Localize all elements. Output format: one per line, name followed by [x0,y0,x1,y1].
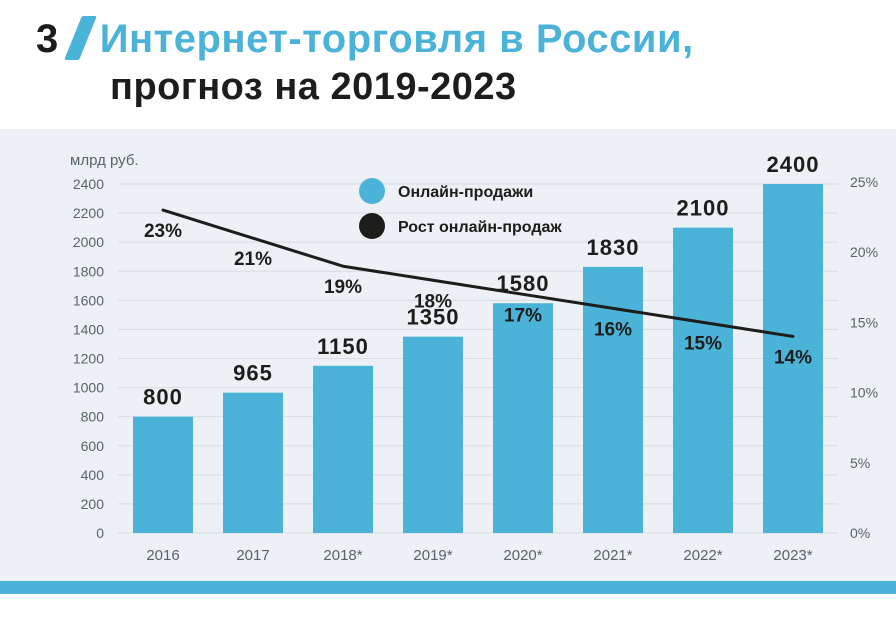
y-tick-label: 2200 [73,205,104,221]
growth-percent-label: 18% [414,291,452,312]
bar-value-label: 2400 [767,152,820,177]
x-tick-label: 2023* [773,547,812,564]
slide-number: 3 [36,17,59,61]
y-tick-label: 1200 [73,351,104,367]
right-tick-label: 15% [850,314,878,330]
y-axis-unit-label: млрд руб. [70,152,139,169]
y-tick-label: 1400 [73,321,104,337]
bar [493,303,553,533]
y-tick-label: 0 [96,525,104,541]
y-tick-label: 600 [81,438,105,454]
x-tick-label: 2022* [683,547,722,564]
x-tick-label: 2017 [236,547,269,564]
right-tick-label: 20% [850,244,878,260]
legend-swatch-online-sales [359,178,385,204]
legend-label-growth: Рост онлайн-продаж [398,219,562,236]
bar [673,227,733,533]
y-tick-label: 1600 [73,292,104,308]
page-title-line2: прогноз на 2019-2023 [110,66,517,108]
growth-line [161,208,795,338]
header: 3 Интернет-торговля в России, прогноз на … [0,0,896,129]
bar-value-label: 1830 [587,235,640,260]
legend-swatch-growth [359,213,385,239]
bar [223,392,283,533]
right-tick-label: 5% [850,455,870,471]
bar [583,266,643,533]
y-tick-label: 200 [81,496,105,512]
page-title-line1: 3 Интернет-торговля в России, [36,16,896,62]
y-tick-label: 2000 [73,234,104,250]
bar [133,416,193,533]
chart-panel: млрд руб. 0 200 400 600 800 1000 1200 1400 1600 18… [0,129,896,581]
right-tick-label: 25% [850,174,878,190]
right-tick-label: 10% [850,385,878,401]
chart: млрд руб. 0 200 400 600 800 1000 1200 1400 1600 18… [70,152,878,564]
y-tick-label: 400 [81,467,105,483]
bar-value-label: 1150 [317,334,369,359]
growth-percent-label: 17% [504,305,542,326]
growth-percent-label: 16% [594,319,632,340]
bar-value-label: 2100 [677,196,730,221]
growth-percent-label: 21% [234,249,272,270]
growth-percent-label: 19% [324,277,362,298]
y-tick-label: 1800 [73,263,104,279]
page-title-blue-text: Интернет-торговля в России, [99,17,694,61]
growth-percent-label: 23% [144,221,182,242]
x-tick-label: 2018* [323,547,362,564]
footer-accent-bar [0,581,896,594]
legend-label-online-sales: Онлайн-продажи [398,184,533,201]
y-tick-label: 1000 [73,380,104,396]
growth-percent-label: 14% [774,347,812,368]
y-tick-label: 2400 [73,176,104,192]
x-tick-label: 2021* [593,547,632,564]
x-tick-label: 2020* [503,547,542,564]
x-tick-label: 2019* [413,547,452,564]
right-tick-label: 0% [850,525,870,541]
bar [313,365,373,533]
slash-icon [63,16,97,60]
bar [403,336,463,533]
bar [763,184,823,533]
bar-value-label: 1350 [407,305,460,330]
y-tick-label: 800 [81,409,105,425]
bar-value-label: 800 [143,385,183,410]
x-tick-label: 2016 [146,547,179,564]
growth-percent-label: 15% [684,333,722,354]
bar-value-label: 965 [233,361,273,386]
